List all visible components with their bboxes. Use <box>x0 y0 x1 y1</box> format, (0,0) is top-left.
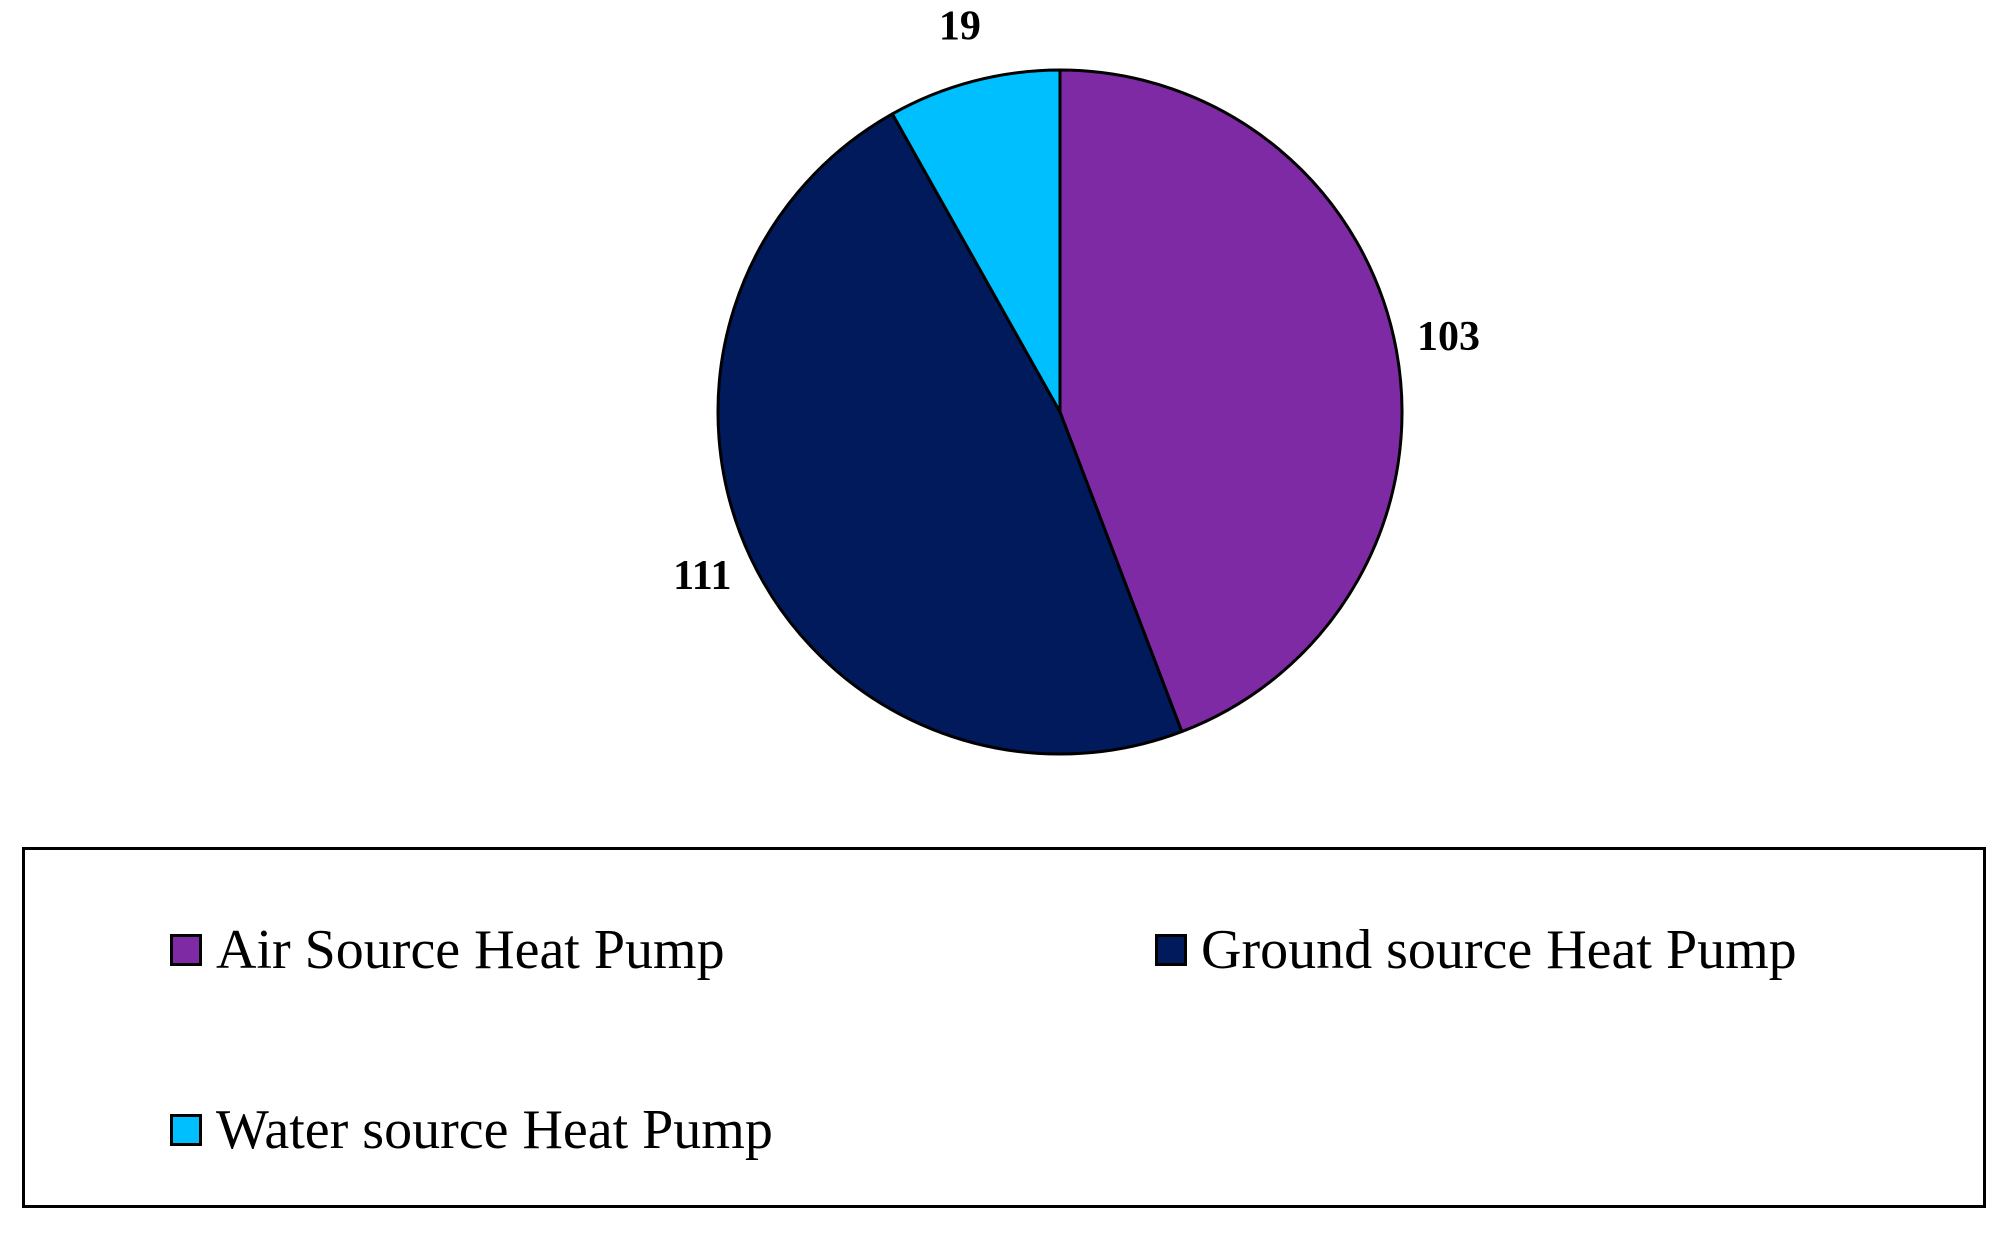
data-label-ground-source-heat-pump: 111 <box>673 553 731 599</box>
legend: Air Source Heat Pump Ground source Heat … <box>22 847 1986 1208</box>
data-label-water-source-heat-pump: 19 <box>939 4 981 50</box>
legend-label-water-source: Water source Heat Pump <box>216 1099 773 1161</box>
legend-item-water-source: Water source Heat Pump <box>170 1100 773 1160</box>
legend-item-air-source: Air Source Heat Pump <box>170 920 725 980</box>
pie-slice-air-source-heat-pump <box>1058 68 1404 734</box>
legend-swatch-air-source <box>170 934 202 966</box>
pie-chart: 103 111 19 <box>673 4 1480 756</box>
legend-swatch-ground-source <box>1155 934 1187 966</box>
pie-slice-ground-source-heat-pump <box>716 112 1184 756</box>
data-label-air-source-heat-pump: 103 <box>1417 314 1480 360</box>
pie-data-labels: 103 111 19 <box>673 4 1480 600</box>
legend-label-air-source: Air Source Heat Pump <box>216 919 725 981</box>
pie-slice-water-source-heat-pump <box>890 68 1062 414</box>
pie-slices <box>716 68 1404 756</box>
legend-item-ground-source: Ground source Heat Pump <box>1155 920 1797 980</box>
legend-swatch-water-source <box>170 1114 202 1146</box>
legend-label-ground-source: Ground source Heat Pump <box>1201 919 1797 981</box>
